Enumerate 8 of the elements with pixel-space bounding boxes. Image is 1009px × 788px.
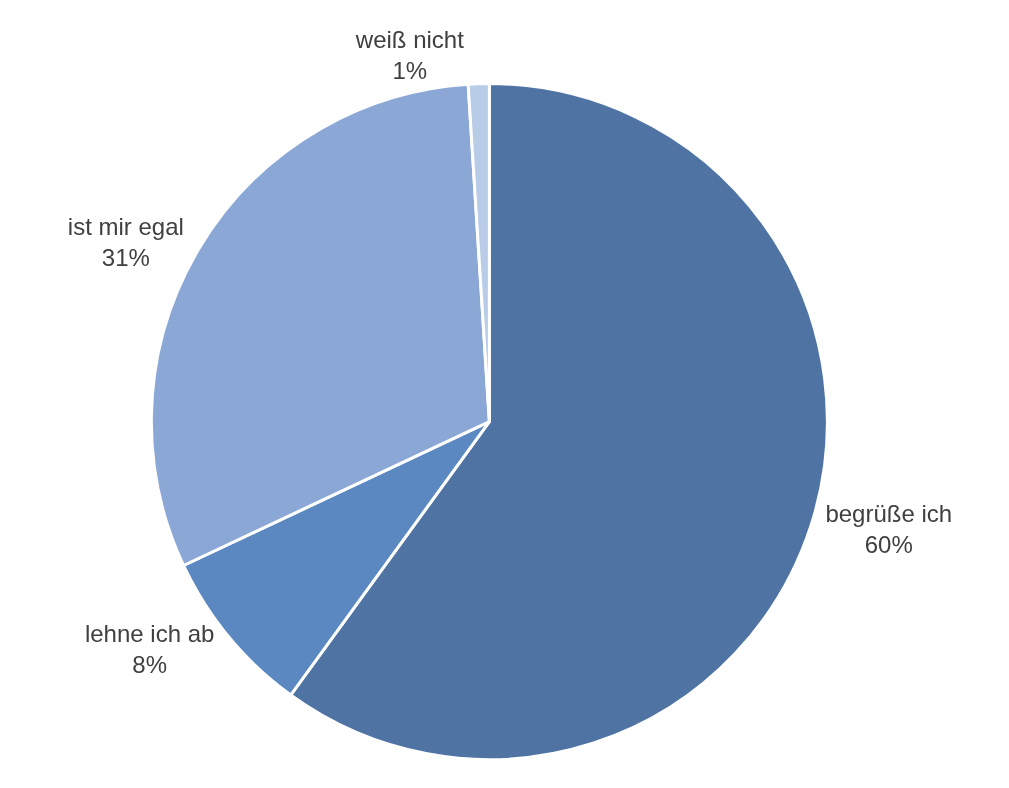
slice-label: weiß nicht: [354, 25, 465, 53]
slice-label: begrüße ich: [825, 499, 953, 527]
slice-label: lehne ich ab: [84, 619, 215, 647]
data-label: 60%: [864, 530, 913, 558]
data-label: 1%: [392, 56, 428, 84]
data-label: 31%: [101, 244, 150, 272]
slice-label: ist mir egal: [67, 212, 184, 240]
data-label: 8%: [132, 650, 167, 678]
